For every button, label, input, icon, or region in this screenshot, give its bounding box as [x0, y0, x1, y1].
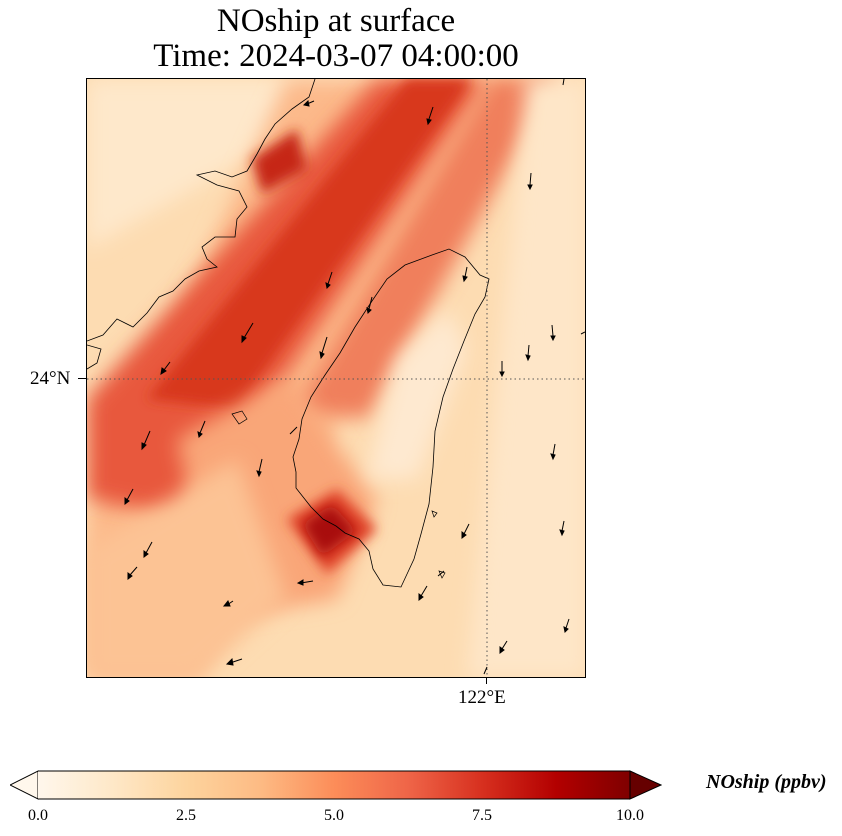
lon-tick [486, 678, 487, 684]
map-panel [86, 78, 586, 678]
coastline-taiwan [292, 248, 490, 588]
colorbar-extend-max [629, 770, 662, 800]
map-title: NOship at surface Time: 2024-03-07 04:00… [86, 4, 586, 74]
concentration-field [87, 79, 585, 677]
colorbar [10, 770, 662, 800]
colorbar-tick-label: 5.0 [324, 807, 344, 824]
colorbar-label: NOship (ppbv) [706, 771, 827, 793]
lon-label: 122°E [458, 687, 506, 708]
wind-vectors [124, 79, 585, 675]
lat-tick [78, 378, 86, 379]
colorbar-tick-label: 7.5 [472, 807, 492, 824]
coastline-mainland [87, 79, 316, 342]
colorbar-extend-min [10, 770, 39, 800]
lat-label: 24°N [30, 368, 71, 389]
title-variable: NOship at surface [216, 3, 456, 39]
colorbar-gradient [38, 771, 630, 799]
title-time: Time: 2024-03-07 04:00:00 [153, 38, 519, 74]
colorbar-tick-label: 10.0 [616, 807, 644, 824]
colorbar-tick-label: 2.5 [176, 807, 196, 824]
colorbar-tick-label: 0.0 [28, 807, 48, 824]
